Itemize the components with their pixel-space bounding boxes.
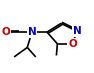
Text: N: N — [73, 26, 81, 36]
Text: O: O — [68, 39, 77, 49]
Text: N: N — [28, 27, 36, 37]
Text: O: O — [1, 27, 10, 37]
